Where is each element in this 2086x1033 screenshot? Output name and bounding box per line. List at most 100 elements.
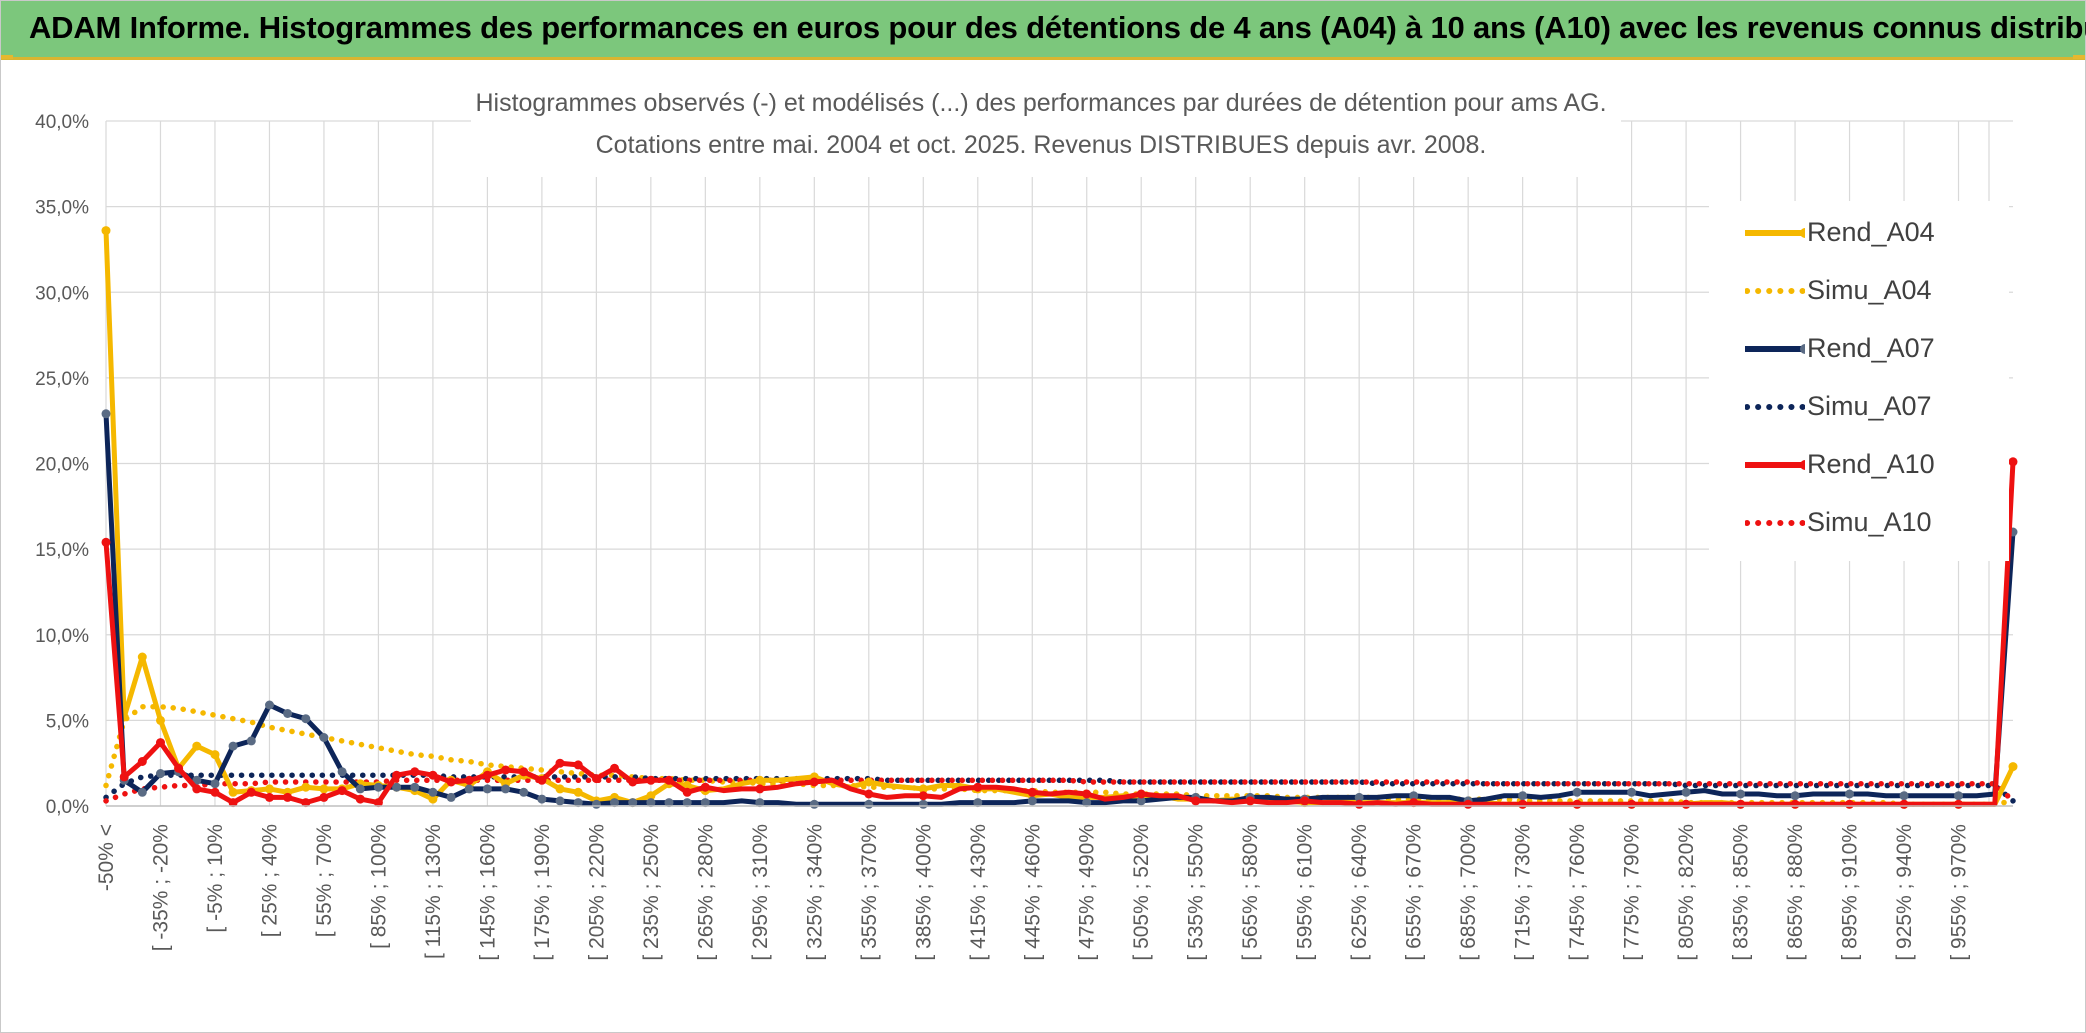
y-axis-labels: 0,0% 5,0% 10,0% 15,0% 20,0% 25,0% 30,0% 35,0% 40…	[35, 112, 89, 818]
data-point-rend-a04	[573, 787, 583, 797]
x-tick-label: [ 325% ; 340%	[803, 824, 826, 961]
data-point-rend-a04	[156, 715, 165, 725]
legend-label-simu-a10: Simu_A10	[1807, 507, 1932, 537]
y-tick-label: 15,0%	[35, 540, 89, 561]
legend-item-simu-a10[interactable]: Simu_A10	[1709, 507, 2009, 537]
data-point-rend-a10	[265, 792, 274, 802]
y-tick-label: 0,0%	[46, 797, 89, 818]
data-point-rend-a10	[664, 775, 674, 785]
data-point-rend-a07	[301, 714, 311, 724]
data-point-rend-a10	[392, 770, 402, 780]
corner-mark-left	[1, 55, 13, 59]
legend-label-simu-a07: Simu_A07	[1807, 391, 1932, 421]
report-banner: ADAM Informe. Histogrammes des performan…	[1, 1, 2086, 60]
data-point-rend-a04	[228, 787, 238, 797]
x-tick-label: [ 565% ; 580%	[1239, 824, 1262, 961]
data-point-rend-a10	[1027, 787, 1037, 797]
data-point-rend-a10	[1082, 789, 1092, 799]
data-point-rend-a04	[319, 784, 329, 794]
data-point-rend-a07	[1354, 792, 1364, 802]
legend-item-rend-a04[interactable]: Rend_A04	[1709, 217, 2009, 247]
data-point-rend-a07	[864, 799, 874, 809]
title-background	[471, 69, 1621, 177]
data-point-rend-a07	[410, 782, 420, 792]
y-tick-label: 25,0%	[35, 369, 89, 390]
data-point-rend-a10	[1899, 799, 1909, 809]
x-tick-label: [ 235% ; 250%	[640, 824, 663, 961]
data-point-rend-a07	[755, 798, 765, 808]
x-tick-label: [ 85% ; 100%	[367, 824, 390, 949]
x-tick-label: [ 625% ; 640%	[1348, 824, 1371, 961]
data-point-rend-a10	[1245, 796, 1255, 806]
data-point-rend-a10	[1736, 799, 1746, 809]
x-tick-label: [ 745% ; 760%	[1566, 824, 1589, 961]
data-point-rend-a07	[101, 409, 111, 419]
legend: Rend_A04 Simu_A04 Rend_A07 Simu_A07 Rend…	[1709, 201, 2009, 561]
data-point-rend-a10	[1409, 798, 1419, 808]
data-point-rend-a07	[555, 796, 565, 806]
data-point-rend-a10	[519, 767, 529, 777]
data-point-rend-a10	[2008, 457, 2018, 467]
x-tick-label: [ 55% ; 70%	[313, 824, 336, 937]
legend-item-simu-a07[interactable]: Simu_A07	[1709, 391, 2009, 421]
x-tick-label: [ 835% ; 850%	[1730, 824, 1753, 961]
y-tick-label: 30,0%	[35, 283, 89, 304]
chart-subtitle: Cotations entre mai. 2004 et oct. 2025. …	[596, 131, 1487, 159]
x-tick-label: [ 865% ; 880%	[1784, 824, 1807, 961]
legend-label-simu-a04: Simu_A04	[1807, 275, 1932, 305]
data-point-rend-a10	[755, 784, 765, 794]
data-point-rend-a10	[174, 763, 184, 773]
data-point-rend-a10	[1463, 799, 1473, 809]
legend-item-simu-a04[interactable]: Simu_A04	[1709, 275, 2009, 305]
x-tick-label: [ -5% ; 10%	[204, 824, 227, 933]
data-point-rend-a07	[392, 782, 402, 792]
x-axis-labels: -50% < [ -35% ; -20% [ -5% ; 10% [ 25% ; 40…	[95, 824, 1971, 961]
data-point-rend-a07	[464, 784, 474, 794]
data-point-rend-a10	[646, 775, 656, 785]
legend-item-rend-a10[interactable]: Rend_A10	[1709, 449, 2009, 479]
data-point-rend-a07	[809, 799, 819, 809]
data-point-rend-a10	[591, 774, 601, 784]
data-point-rend-a10	[246, 787, 256, 797]
data-point-rend-a07	[591, 799, 601, 809]
data-point-rend-a10	[1300, 796, 1310, 806]
legend-swatch-rend-a07	[1745, 344, 1805, 354]
series-line-rend-a10	[103, 461, 2016, 807]
data-point-rend-a10	[410, 767, 420, 777]
data-point-rend-a07	[628, 798, 638, 808]
data-point-rend-a10	[1136, 789, 1146, 799]
data-point-rend-a04	[265, 784, 274, 794]
data-point-rend-a07	[228, 741, 238, 751]
data-point-rend-a07	[1518, 791, 1528, 801]
data-point-rend-a10	[355, 794, 365, 804]
data-point-rend-a04	[864, 777, 874, 787]
legend-label-rend-a07: Rend_A07	[1807, 333, 1935, 363]
data-point-rend-a10	[501, 765, 511, 775]
data-point-rend-a07	[1627, 787, 1637, 797]
data-point-rend-a10	[1354, 799, 1364, 809]
x-tick-label: [ 355% ; 370%	[858, 824, 881, 961]
data-point-rend-a10	[682, 787, 692, 797]
data-point-rend-a07	[700, 798, 710, 808]
data-point-rend-a10	[1627, 799, 1637, 809]
corner-mark-right	[2073, 55, 2085, 59]
data-point-rend-a10	[1845, 799, 1854, 809]
chart-title: Histogrammes observés (-) et modélisés (…	[475, 89, 1606, 117]
data-point-rend-a07	[428, 787, 438, 797]
legend-swatch-simu-a10	[1745, 520, 1805, 526]
data-point-rend-a07	[1082, 798, 1092, 808]
x-tick-label: [ 265% ; 280%	[694, 824, 717, 961]
data-point-rend-a07	[973, 798, 983, 808]
data-point-rend-a10	[319, 792, 329, 802]
data-point-rend-a10	[119, 772, 129, 782]
data-point-rend-a10	[156, 738, 165, 748]
x-tick-label: -50% <	[95, 824, 118, 891]
data-point-rend-a10	[192, 784, 202, 794]
legend-item-rend-a07[interactable]: Rend_A07	[1709, 333, 2009, 363]
data-point-rend-a10	[864, 789, 874, 799]
data-point-rend-a07	[1845, 789, 1854, 799]
data-point-rend-a07	[192, 775, 202, 785]
data-point-rend-a10	[428, 770, 438, 780]
data-point-rend-a07	[1027, 796, 1037, 806]
